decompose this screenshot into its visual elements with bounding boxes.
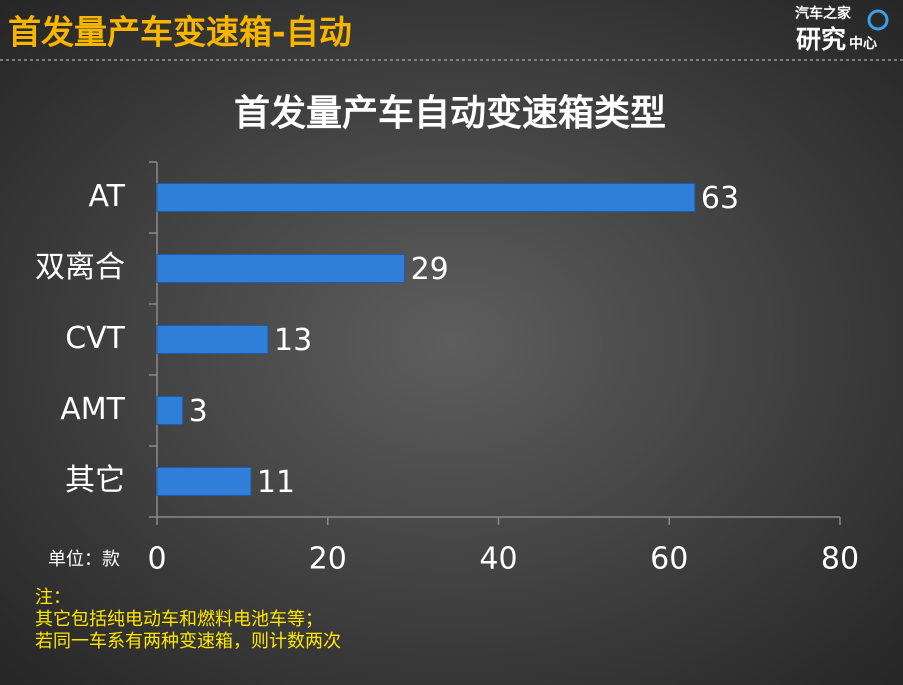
notes: 注：其它包括纯电动车和燃料电池车等；若同一车系有两种变速箱，则计数两次: [35, 587, 341, 652]
value-label: 63: [701, 181, 739, 216]
note-line: 其它包括纯电动车和燃料电池车等；: [35, 609, 323, 630]
y-tick-label: 其它: [65, 463, 125, 498]
value-label: 3: [189, 394, 208, 429]
y-tick-label: CVT: [65, 321, 125, 356]
bar: [156, 254, 406, 283]
logo-small: 中心: [849, 35, 877, 52]
value-label: 13: [274, 323, 312, 358]
y-tick-label: AMT: [60, 392, 125, 427]
bar: [156, 183, 696, 212]
header-title: 首发量产车变速箱-自动: [8, 13, 352, 52]
bar: [156, 325, 269, 354]
note-line: 注：: [35, 587, 71, 608]
logo-top: 汽车之家: [795, 5, 852, 22]
logo-icon: [867, 9, 889, 31]
bar: [156, 396, 184, 425]
value-label: 11: [257, 465, 295, 500]
chart-title: 首发量产车自动变速箱类型: [234, 92, 666, 134]
x-tick-label: 20: [309, 542, 347, 577]
bar: [156, 467, 252, 496]
logo-big: 研究: [796, 25, 846, 54]
x-tick-label: 60: [650, 542, 688, 577]
note-line: 若同一车系有两种变速箱，则计数两次: [35, 631, 341, 652]
y-tick-label: 双离合: [35, 250, 125, 285]
x-tick-label: 80: [821, 542, 859, 577]
x-tick-label: 0: [147, 542, 166, 577]
value-label: 29: [411, 252, 449, 287]
y-tick-label: AT: [88, 179, 125, 214]
x-tick-label: 40: [479, 542, 517, 577]
unit-label: 单位：款: [48, 549, 120, 570]
